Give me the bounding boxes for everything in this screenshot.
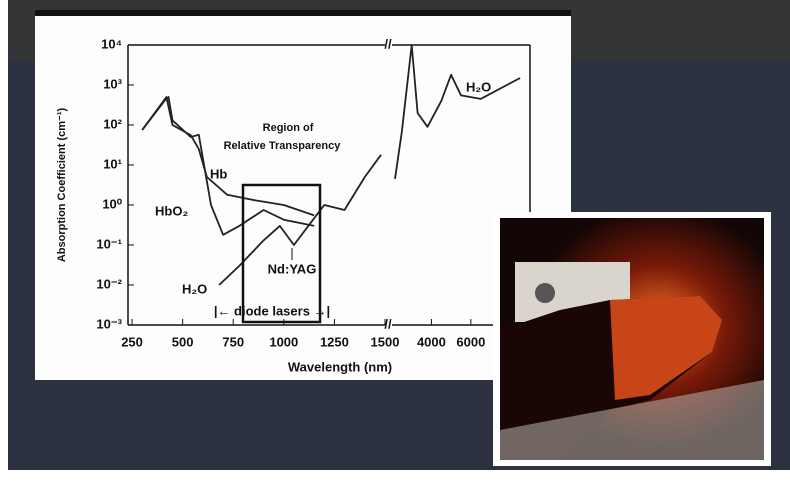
axis-break: // (384, 316, 392, 331)
series-label: H₂O (466, 79, 491, 94)
y-tick-label: 10⁻² (96, 276, 122, 291)
photo-table (500, 380, 764, 460)
photo-knob (535, 283, 555, 303)
annotation: Region of (263, 122, 314, 134)
series-label: Hb (210, 166, 227, 181)
y-tick-label: 10³ (103, 76, 122, 91)
y-tick-label: 10⁻³ (96, 316, 122, 331)
x-tick-label: 250 (121, 334, 143, 349)
x-tick-label: 1000 (269, 334, 298, 349)
panel-top (35, 10, 571, 16)
photo-glow (610, 296, 722, 400)
annotation: |← diode lasers →| (214, 303, 330, 318)
x-tick-label: 500 (172, 334, 194, 349)
y-tick-label: 10⁻¹ (96, 236, 122, 251)
annotation: Relative Transparency (224, 140, 342, 152)
x-tick-label: 1250 (320, 334, 349, 349)
series-line (218, 44, 521, 286)
x-tick-label: 6000 (456, 334, 485, 349)
y-axis-label: Absorption Coefficient (cm⁻¹) (56, 108, 68, 263)
axis-break: // (384, 36, 392, 51)
x-axis-label: Wavelength (nm) (288, 359, 392, 374)
x-tick-label: 750 (222, 334, 244, 349)
y-tick-label: 10⁴ (101, 36, 122, 51)
annotation: Nd:YAG (268, 261, 317, 276)
y-tick-label: 10² (103, 116, 122, 131)
region-box (241, 183, 322, 324)
y-tick-label: 10⁰ (102, 196, 122, 211)
series-label: HbO₂ (155, 203, 188, 218)
photo (493, 212, 771, 466)
x-tick-label: 1500 (371, 334, 400, 349)
chart-panel (35, 10, 571, 380)
left-edge (0, 0, 8, 478)
series-label: H₂O (182, 281, 207, 296)
x-tick-label: 4000 (417, 334, 446, 349)
series-line (141, 96, 315, 236)
y-tick-label: 10¹ (103, 156, 122, 171)
bottom-edge (8, 470, 790, 478)
